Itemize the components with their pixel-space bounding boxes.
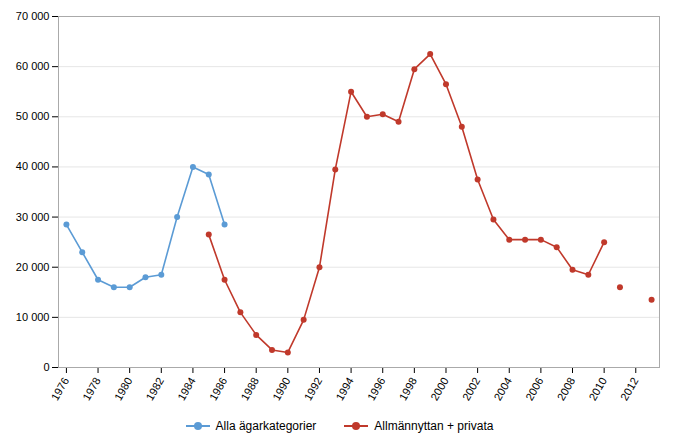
svg-text:1994: 1994 [333,375,356,402]
svg-text:20 000: 20 000 [16,261,50,273]
svg-text:0: 0 [43,361,49,373]
svg-text:1992: 1992 [302,375,325,402]
svg-text:2004: 2004 [491,375,514,402]
svg-text:1996: 1996 [365,375,388,402]
svg-text:1998: 1998 [397,375,420,402]
svg-text:30 000: 30 000 [16,211,50,223]
svg-text:2012: 2012 [618,375,641,402]
svg-text:1988: 1988 [238,375,261,402]
svg-text:1990: 1990 [270,375,293,402]
svg-text:2002: 2002 [460,375,483,402]
svg-text:10 000: 10 000 [16,311,50,323]
svg-text:60 000: 60 000 [16,60,50,72]
html-text:Alla ägarkategorier: Alla ägarkategorier [215,419,317,433]
svg-text:40 000: 40 000 [16,160,50,172]
svg-text:2008: 2008 [555,375,578,402]
svg-text:2006: 2006 [523,375,546,402]
svg-text:1976: 1976 [49,375,72,402]
svg-text:1978: 1978 [80,375,103,402]
svg-text:2010: 2010 [586,375,609,402]
html-text:Allmännyttan + privata: Allmännyttan + privata [374,419,494,433]
svg-text:50 000: 50 000 [16,110,50,122]
svg-text:1984: 1984 [175,375,198,402]
svg-text:70 000: 70 000 [16,10,50,22]
svg-text:1986: 1986 [207,375,230,402]
svg-text:1980: 1980 [112,375,135,402]
svg-text:1982: 1982 [143,375,166,402]
svg-text:2000: 2000 [428,375,451,402]
